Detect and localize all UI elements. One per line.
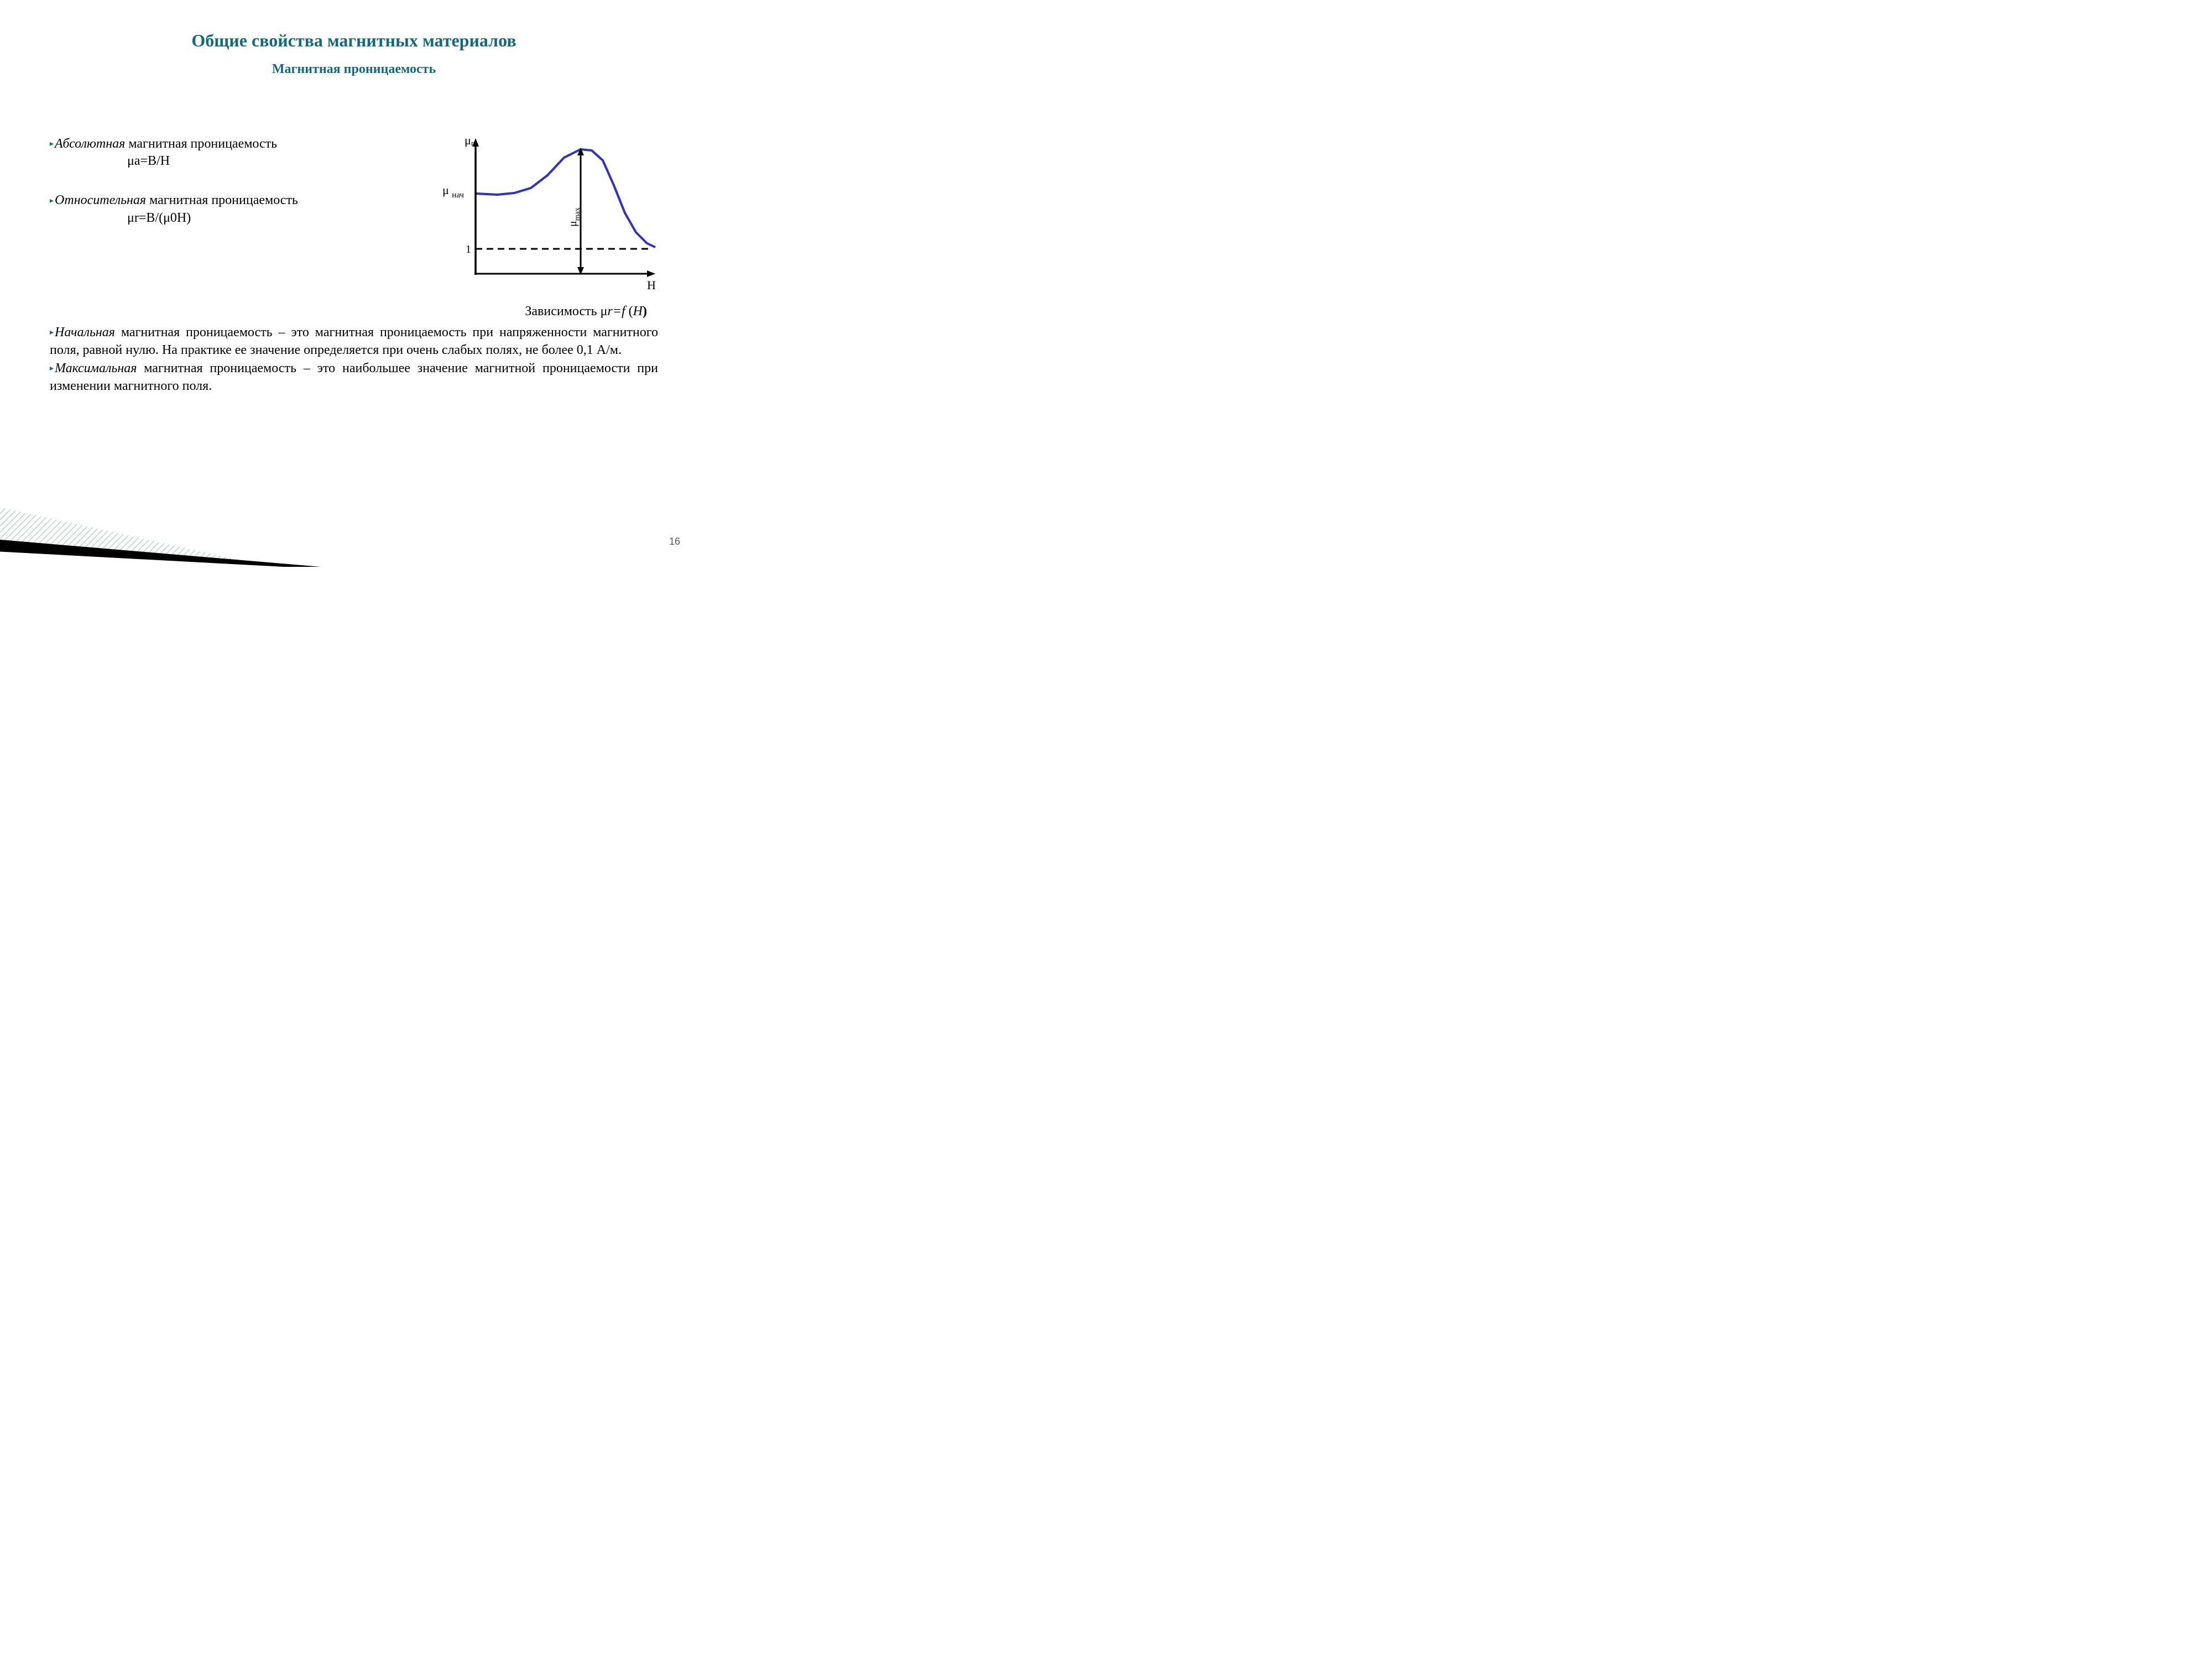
def-relative: ▸Относительная магнитная проницаемость μ… [50, 192, 384, 226]
caption-b: r=f [607, 304, 628, 319]
term-absolute-rest: магнитная проницаемость [125, 137, 277, 151]
caption-c: ( [629, 304, 633, 319]
formula-absolute: μа=В/Н [50, 153, 384, 170]
formula-relative: μr=В/(μ0Н) [50, 210, 384, 227]
def-absolute: ▸Абсолютная магнитная проницаемость μа=В… [50, 135, 384, 170]
content-area: ▸Абсолютная магнитная проницаемость μа=В… [50, 135, 658, 395]
caption-d: Н [633, 304, 643, 319]
term-absolute: Абсолютная [55, 137, 125, 151]
paragraphs: ▸Начальная магнитная проницаемость – это… [50, 324, 658, 395]
slide: Общие свойства магнитных материалов Магн… [0, 30, 708, 561]
chart-svg: μᵣ Н μ нач 1 μmax [437, 135, 658, 290]
bullet-icon: ▸ [50, 196, 54, 206]
caption-e: ) [643, 304, 647, 319]
chart-x-arrow [647, 270, 655, 277]
chart-mu-start: μ нач [442, 183, 464, 200]
bullet-icon: ▸ [50, 139, 54, 149]
term-relative: Относительная [55, 193, 146, 207]
para-initial: ▸Начальная магнитная проницаемость – это… [50, 324, 658, 359]
chart-one-label: 1 [466, 243, 471, 255]
slide-subtitle: Магнитная проницаемость [0, 62, 708, 77]
chart-curve [476, 149, 655, 247]
chart-curve-shadow [476, 149, 655, 247]
chart-x-label: Н [647, 278, 656, 290]
caption-a: Зависимость μ [525, 304, 607, 319]
chart-mu-max-label: μmax [567, 207, 582, 227]
chart-caption: Зависимость μr=f (Н) [50, 304, 658, 319]
page-number: 16 [669, 536, 680, 547]
para-initial-rest: магнитная проницаемость – это магнитная … [50, 325, 658, 357]
term-relative-rest: магнитная проницаемость [146, 193, 298, 207]
chart-y-label: μᵣ [465, 135, 474, 147]
slide-title: Общие свойства магнитных материалов [0, 30, 708, 51]
para-max-rest: магнитная проницаемость – это наибольшее… [50, 361, 658, 393]
bullet-icon: ▸ [50, 328, 54, 338]
top-row: ▸Абсолютная магнитная проницаемость μа=В… [50, 135, 658, 290]
term-max: Максимальная [55, 361, 137, 375]
para-max: ▸Максимальная магнитная проницаемость – … [50, 359, 658, 395]
corner-decoration [0, 456, 337, 567]
term-initial: Начальная [55, 325, 115, 340]
bullet-icon: ▸ [50, 364, 54, 374]
permeability-chart: μᵣ Н μ нач 1 μmax [437, 135, 658, 290]
definitions: ▸Абсолютная магнитная проницаемость μа=В… [50, 135, 384, 290]
